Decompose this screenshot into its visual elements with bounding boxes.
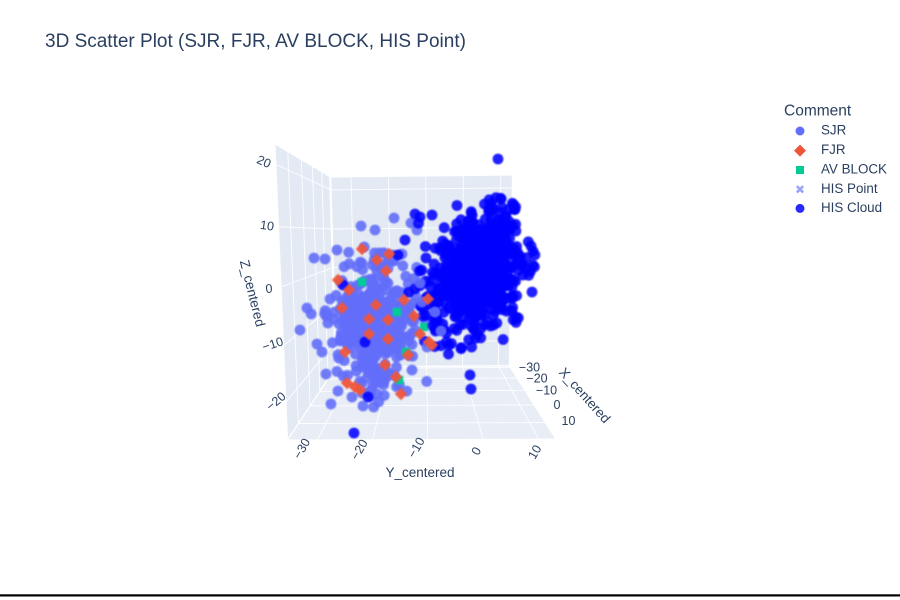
svg-text:20: 20: [255, 153, 273, 171]
svg-text:AV BLOCK: AV BLOCK: [821, 162, 887, 177]
svg-text:−30: −30: [519, 360, 540, 374]
svg-text:−20: −20: [348, 437, 371, 462]
svg-text:10: 10: [259, 218, 275, 234]
svg-text:10: 10: [525, 443, 544, 462]
svg-text:−10: −10: [261, 334, 286, 354]
svg-text:−20: −20: [526, 371, 547, 385]
svg-text:HIS Cloud: HIS Cloud: [821, 200, 882, 215]
svg-text:0: 0: [469, 445, 485, 458]
svg-text:−10: −10: [536, 383, 557, 397]
svg-text:FJR: FJR: [821, 142, 846, 157]
svg-text:HIS Point: HIS Point: [821, 181, 878, 196]
svg-text:SJR: SJR: [821, 123, 847, 138]
svg-text:10: 10: [562, 414, 576, 428]
svg-text:Comment: Comment: [784, 103, 852, 120]
svg-text:Y_centered: Y_centered: [385, 465, 454, 480]
svg-text:Z_centered: Z_centered: [237, 258, 268, 328]
svg-text:0: 0: [554, 398, 561, 412]
svg-text:0: 0: [265, 282, 273, 297]
